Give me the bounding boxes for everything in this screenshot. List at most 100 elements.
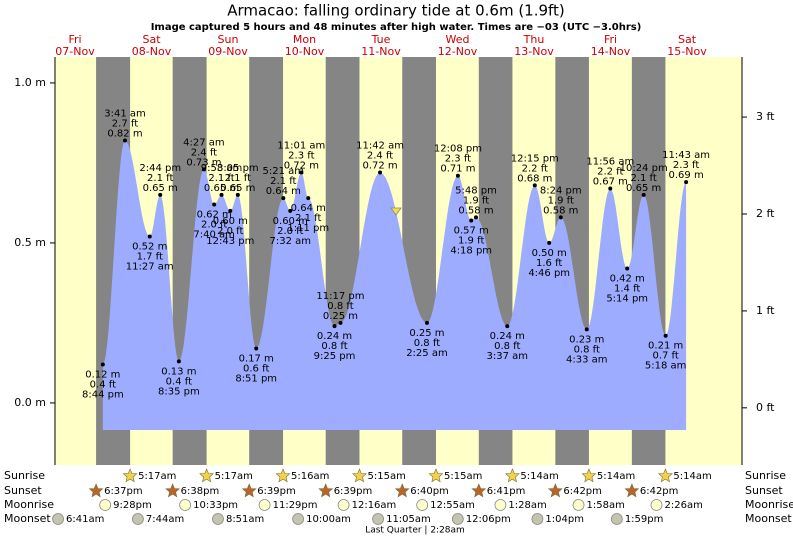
extreme-label: 2.3 ft <box>288 151 314 162</box>
day-date: 07-Nov <box>55 45 95 58</box>
extreme-label: 0.8 ft <box>414 338 440 349</box>
extreme-label: 0.57 m <box>454 226 489 237</box>
extreme-label: 0.82 m <box>107 129 142 140</box>
extreme-label: 7:32 am <box>270 236 312 247</box>
extreme-label: 0.21 m <box>648 341 683 352</box>
day-name: Sat <box>142 33 161 46</box>
extreme-label: 2.1 ft <box>295 213 321 224</box>
extreme-label: 1.9 ft <box>458 236 484 247</box>
now-marker <box>390 207 402 216</box>
extreme-label: 1.4 ft <box>614 284 640 295</box>
day-name: Tue <box>371 33 391 46</box>
row-time: 12:16am <box>352 500 397 511</box>
row-time: 6:42pm <box>640 486 679 497</box>
row-time: 6:38pm <box>181 486 220 497</box>
y2-tick-label: 2 ft <box>756 207 775 220</box>
row-icon <box>52 513 64 525</box>
extreme-point <box>663 333 668 338</box>
row-time: 11:05am <box>386 514 431 525</box>
extreme-point <box>338 320 343 325</box>
extreme-label: 0.8 ft <box>327 301 353 312</box>
extreme-label: 1.9 ft <box>548 195 574 206</box>
extreme-label: 12:43 pm <box>206 236 254 247</box>
extreme-point <box>219 192 224 197</box>
extreme-label: 2.1 ft <box>225 173 251 184</box>
extreme-label: 0.67 m <box>593 177 628 188</box>
row-icon <box>572 499 585 511</box>
row-label: Sunset <box>4 484 42 497</box>
extreme-point <box>469 218 474 223</box>
row-icon <box>99 499 112 511</box>
row-icon <box>292 513 305 525</box>
extreme-point <box>147 234 152 239</box>
row-time: 8:51am <box>226 514 264 525</box>
extreme-label: 2.3 ft <box>673 160 699 171</box>
row-icon <box>650 499 663 511</box>
row-time: 12:55am <box>430 500 475 511</box>
extreme-label: 0.4 ft <box>166 376 192 387</box>
extreme-point <box>176 359 181 364</box>
extreme-label: 7:40 am <box>193 230 235 241</box>
extreme-point <box>424 320 429 325</box>
y2-tick-label: 0 ft <box>756 401 775 414</box>
extreme-label: 5:48 pm <box>455 185 497 196</box>
extreme-label: 0.7 ft <box>652 351 678 362</box>
day-name: Fri <box>68 33 81 46</box>
row-icon <box>258 499 271 511</box>
row-icon <box>471 483 487 498</box>
extreme-label: 0.58 m <box>543 205 578 216</box>
row-icon <box>131 513 144 525</box>
tide-area <box>102 140 687 430</box>
extreme-label: 0.24 m <box>490 331 525 342</box>
extreme-label: 2.1 ft <box>147 173 173 184</box>
extreme-label: 2.0 ft <box>277 226 303 237</box>
row-icon <box>658 468 673 483</box>
y-tick-label: 0.5 m <box>14 236 46 249</box>
extreme-label: 0.72 m <box>362 161 397 172</box>
extreme-label: 0.25 m <box>323 311 358 322</box>
extreme-point <box>299 170 304 175</box>
day-date: 15-Nov <box>667 45 707 58</box>
extreme-label: 0.72 m <box>284 161 319 172</box>
extreme-label: 9:25 pm <box>314 351 356 362</box>
extreme-label: 0.68 m <box>517 173 552 184</box>
extreme-label: 0.65 m <box>220 183 255 194</box>
extreme-label: 0.52 m <box>132 242 167 253</box>
extreme-point <box>122 138 127 143</box>
row-time: 5:14am <box>673 471 711 482</box>
row-time: 9:28pm <box>113 500 152 511</box>
extreme-label: 2.1 ft <box>208 173 234 184</box>
extreme-point <box>100 362 105 367</box>
extreme-label: 9:58 am <box>201 163 243 174</box>
row-icon <box>610 513 623 525</box>
row-time: 1:04pm <box>545 514 584 525</box>
extreme-label: 8:35 pm <box>158 386 200 397</box>
row-icon <box>352 468 367 483</box>
extreme-label: 0.71 m <box>440 164 475 175</box>
row-label: Moonrise <box>4 498 54 511</box>
row-icon <box>372 513 384 525</box>
day-date: 09-Nov <box>208 45 248 58</box>
extreme-point <box>288 208 293 213</box>
extreme-label: 0.60 m <box>213 216 248 227</box>
row-icon <box>122 468 138 483</box>
extreme-label: 0.73 m <box>186 157 221 168</box>
extreme-label: 3:05 pm <box>217 163 259 174</box>
extreme-label: 2.3 ft <box>445 154 471 165</box>
extreme-label: 2:25 am <box>406 348 448 359</box>
extreme-label: 1:11 pm <box>287 223 329 234</box>
extreme-label: 2.4 ft <box>367 151 393 162</box>
row-time: 12:06pm <box>466 514 511 525</box>
extreme-point <box>235 192 240 197</box>
row-label-right: Sunset <box>745 484 783 497</box>
extreme-point <box>625 266 630 271</box>
extreme-point <box>201 167 206 172</box>
extreme-label: 11:17 pm <box>316 291 364 302</box>
extreme-label: 4:27 am <box>183 137 225 148</box>
row-time: 5:14am <box>597 471 635 482</box>
y-tick-label: 0.0 m <box>14 396 46 409</box>
extreme-label: 5:14 pm <box>606 294 648 305</box>
extreme-label: 2.2 ft <box>597 167 623 178</box>
day-name: Mon <box>293 33 316 46</box>
